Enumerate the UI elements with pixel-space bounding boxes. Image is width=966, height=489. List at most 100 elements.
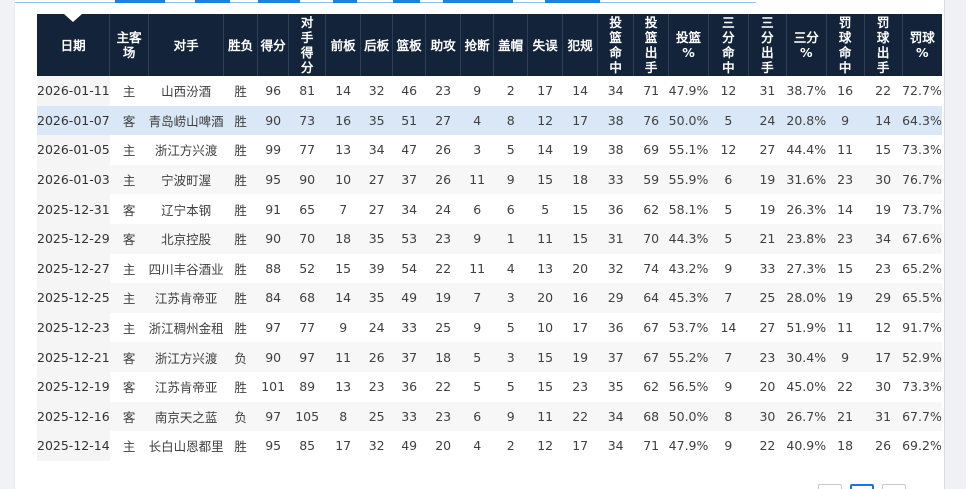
tab-underline[interactable] bbox=[115, 0, 165, 3]
cell-opp_pts: 77 bbox=[299, 142, 316, 158]
column-header-label: 主客 场 bbox=[116, 30, 142, 60]
cell-tpp: 30.4% bbox=[786, 349, 827, 365]
column-header-ftm[interactable]: 罚 球 命 中 bbox=[825, 14, 865, 76]
cell-ftm: 15 bbox=[837, 260, 854, 276]
page-button-active[interactable] bbox=[850, 484, 874, 489]
cell-opp_pts: 73 bbox=[299, 112, 316, 128]
table-row[interactable]: 2025-12-23 主浙江稠州金租胜 97 77 9 24 33 25 9 5 10 17 36 67 5… bbox=[37, 312, 942, 343]
table-row[interactable]: 2025-12-29 客北京控股胜 90 70 18 35 53 23 9 1 11 15 31 70 44… bbox=[37, 223, 942, 254]
table-header: 日期 主客 场 对手 胜负 得分对 手 得 分 前板 后板 篮板 助攻 抢断 盖帽 失误 犯规 投 篮 命… bbox=[37, 14, 942, 76]
table-row[interactable]: 2025-12-31 客辽宁本钢胜 91 65 7 27 34 24 6 6 5 15 36 62 58.1… bbox=[37, 194, 942, 224]
tab-underline[interactable] bbox=[195, 0, 230, 3]
column-header-fgp[interactable]: 投篮 % bbox=[668, 14, 709, 76]
cell-date: 2025-12-21 bbox=[37, 342, 110, 372]
column-header-drb[interactable]: 后板 bbox=[360, 14, 393, 76]
cell-reb: 37 bbox=[401, 349, 418, 365]
column-header-date[interactable]: 日期 bbox=[37, 14, 110, 76]
cell-fgm: 36 bbox=[607, 201, 624, 217]
cell-drb: 32 bbox=[368, 438, 385, 454]
table-row[interactable]: 2026-01-03 主 宁波町渥 胜 95 90 10 27 37 26 11 9 15 18 33 59 5… bbox=[37, 164, 942, 195]
column-header-ftp[interactable]: 罚球 % bbox=[901, 14, 942, 76]
column-header-tpm[interactable]: 三 分 命 中 bbox=[707, 14, 749, 76]
cell-tpa: 20 bbox=[759, 379, 776, 395]
table-row[interactable]: 2025-12-16 客 南京天之蓝负 97 105 8 25 33 23 6 9 11 22 34 68 5… bbox=[37, 401, 942, 432]
cell-pts: 95 bbox=[265, 172, 282, 188]
column-header-orb[interactable]: 前板 bbox=[325, 14, 361, 76]
cell-blk: 2 bbox=[506, 83, 515, 99]
table-row[interactable]: 2026-01-07 客青岛崂山啤酒胜 90 73 16 35 51 27 4 8 12 17 38 76… bbox=[37, 105, 942, 136]
cell-pf: 20 bbox=[572, 260, 589, 276]
cell-orb: 9 bbox=[339, 320, 348, 336]
cell-pf: 17 bbox=[572, 112, 589, 128]
tab-underline[interactable] bbox=[545, 0, 600, 3]
column-header-fgm[interactable]: 投 篮 命 中 bbox=[597, 14, 634, 76]
table-row[interactable]: 2025-12-27 主四川丰谷酒业胜 88 52 15 39 54 22 11 4 13 20 32 7… bbox=[37, 253, 942, 284]
cell-result: 胜 bbox=[234, 439, 247, 455]
column-header-tpp[interactable]: 三分 % bbox=[785, 14, 827, 76]
column-header-opp_pts[interactable]: 对 手 得 分 bbox=[288, 14, 326, 76]
cell-stl: 6 bbox=[473, 201, 482, 217]
page-button[interactable] bbox=[882, 484, 906, 489]
column-header-opponent[interactable]: 对手 bbox=[148, 14, 224, 76]
column-header-stl[interactable]: 抢断 bbox=[460, 14, 494, 76]
cell-date: 2025-12-19 bbox=[37, 371, 110, 402]
cell-tpa: 19 bbox=[759, 201, 776, 217]
cell-reb: 46 bbox=[401, 83, 418, 99]
table-row[interactable]: 2026-01-11 主 山西汾酒 胜 96 81 14 32 46 23 9 2 17 14 34 71 47… bbox=[37, 76, 942, 106]
cell-blk: 8 bbox=[506, 112, 515, 128]
cell-fga: 59 bbox=[643, 172, 660, 188]
cell-fgp: 44.3% bbox=[668, 231, 709, 247]
cell-orb: 15 bbox=[335, 260, 352, 276]
column-header-label: 投 篮 出 手 bbox=[644, 15, 658, 75]
tab-underline[interactable] bbox=[258, 0, 300, 3]
cell-stl: 5 bbox=[473, 349, 482, 365]
column-header-fta[interactable]: 罚 球 出 手 bbox=[863, 14, 903, 76]
cell-tpa: 24 bbox=[759, 112, 776, 128]
cell-opponent: 山西汾酒 bbox=[161, 84, 212, 100]
table-row[interactable]: 2025-12-25 主 江苏肯帝亚胜 84 68 14 35 49 19 7 3 20 16 29 64 4… bbox=[37, 283, 942, 313]
column-header-tov[interactable]: 失误 bbox=[527, 14, 563, 76]
cell-fga: 69 bbox=[643, 142, 660, 158]
cell-pts: 90 bbox=[265, 349, 282, 365]
cell-tpm: 8 bbox=[724, 408, 733, 424]
cell-pf: 14 bbox=[572, 83, 589, 99]
table-row[interactable]: 2026-01-05 主 浙江方兴渡胜 99 77 13 34 47 26 3 5 14 19 38 69 5… bbox=[37, 135, 942, 165]
tab-underline[interactable] bbox=[443, 0, 513, 3]
cell-tpp: 23.8% bbox=[786, 231, 827, 247]
cell-pf: 15 bbox=[572, 231, 589, 247]
column-header-result[interactable]: 胜负 bbox=[223, 14, 258, 76]
column-header-label: 抢断 bbox=[464, 37, 490, 53]
tab-underline[interactable] bbox=[333, 0, 357, 3]
cell-ftp: 76.7% bbox=[902, 172, 942, 188]
column-header-blk[interactable]: 盖帽 bbox=[493, 14, 528, 76]
column-header-ast[interactable]: 助攻 bbox=[425, 14, 461, 76]
cell-tpp: 38.7% bbox=[786, 83, 827, 99]
cell-tov: 20 bbox=[537, 290, 554, 306]
cell-tov: 12 bbox=[537, 438, 554, 454]
column-header-fga[interactable]: 投 篮 出 手 bbox=[633, 14, 669, 76]
cell-tpp: 31.6% bbox=[786, 172, 827, 188]
table-row[interactable]: 2025-12-19 客 江苏肯帝亚胜 101 89 13 23 36 22 5 5 15 23 35 62… bbox=[37, 371, 942, 402]
cell-fgm: 34 bbox=[607, 408, 624, 424]
cell-tpm: 5 bbox=[724, 201, 733, 217]
cell-ftp: 67.7% bbox=[902, 408, 942, 424]
column-header-reb[interactable]: 篮板 bbox=[392, 14, 426, 76]
cell-ftp: 73.7% bbox=[902, 201, 942, 217]
cell-pf: 17 bbox=[572, 320, 589, 336]
column-header-tpa[interactable]: 三 分 出 手 bbox=[747, 14, 787, 76]
table-row[interactable]: 2025-12-14 主长白山恩都里胜 95 85 17 32 49 20 4 2 12 17 34 71… bbox=[37, 431, 942, 461]
cell-ftp: 73.3% bbox=[902, 379, 942, 395]
table-row[interactable]: 2025-12-21 客浙江方兴渡负 90 97 11 26 37 18 5 3 15 19 37 67 5… bbox=[37, 342, 942, 372]
column-header-pf[interactable]: 犯规 bbox=[562, 14, 598, 76]
cell-tpp: 27.3% bbox=[786, 260, 827, 276]
cell-tov: 13 bbox=[537, 260, 554, 276]
column-header-label: 罚 球 出 手 bbox=[876, 15, 890, 75]
cell-drb: 27 bbox=[368, 201, 385, 217]
column-header-venue[interactable]: 主客 场 bbox=[109, 14, 149, 76]
tab-underline[interactable] bbox=[393, 0, 420, 3]
page-button[interactable] bbox=[818, 484, 842, 489]
cell-venue: 主 bbox=[122, 291, 136, 307]
cell-opponent: 长白山恩都里 bbox=[148, 439, 224, 455]
column-header-pts[interactable]: 得分 bbox=[257, 14, 289, 76]
left-page-gutter bbox=[0, 0, 15, 489]
